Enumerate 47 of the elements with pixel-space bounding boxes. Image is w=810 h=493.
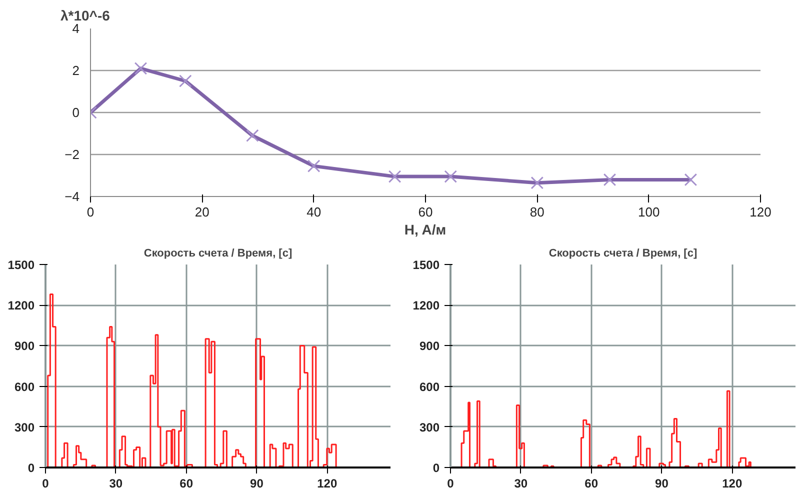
point: [603, 173, 616, 186]
y-tick-label: 900: [14, 339, 35, 354]
x-tick-label: 40: [306, 204, 322, 220]
y-tick-label: 0: [28, 461, 35, 475]
y-tick-label: −4: [64, 189, 80, 204]
y-tick-label: 2: [72, 63, 80, 78]
point: [179, 74, 192, 88]
y-tick-label: 900: [419, 339, 440, 354]
y-axis-title: λ*10^-6: [60, 8, 110, 24]
point: [307, 160, 320, 172]
y-tick-label: 1500: [412, 258, 440, 272]
x-tick-label: 0: [86, 204, 94, 220]
x-tick-label: 0: [447, 476, 454, 490]
x-tick-label: 60: [584, 476, 598, 490]
x-tick-label: 80: [530, 204, 544, 220]
x-tick-label: 60: [180, 476, 194, 490]
x-tick-label: 120: [750, 204, 772, 220]
point: [246, 129, 259, 142]
x-tick-label: 30: [514, 476, 528, 490]
x-axis-title: H, A/м: [404, 222, 446, 238]
y-tick-label: 0: [72, 105, 80, 120]
y-tick-label: 1500: [8, 258, 35, 272]
y-tick-label: 300: [419, 420, 440, 434]
x-tick-label: 120: [317, 476, 338, 490]
point: [134, 62, 148, 75]
x-tick-label: 30: [109, 476, 123, 490]
x-tick-label: 60: [418, 204, 433, 220]
y-tick-label: 0: [432, 461, 440, 475]
y-tick-label: 600: [14, 380, 35, 394]
y-tick-label: 4: [72, 21, 80, 36]
y-tick-label: 1200: [412, 298, 440, 313]
x-tick-label: 90: [250, 476, 264, 490]
point: [530, 176, 544, 190]
chart-title: Скорость счета / Время, [с]: [548, 248, 698, 260]
point: [444, 170, 458, 183]
x-tick-label: 120: [722, 476, 742, 490]
y-tick-label: 300: [14, 420, 35, 434]
x-tick-label: 0: [42, 476, 50, 490]
x-tick-label: 90: [655, 476, 669, 490]
chart-title: Скорость счета / Время, [с]: [144, 248, 292, 260]
x-tick-label: 100: [638, 204, 660, 220]
point: [388, 170, 402, 183]
y-tick-label: −2: [64, 147, 80, 162]
y-tick-label: 1200: [8, 298, 35, 313]
x-tick-label: 20: [194, 204, 210, 220]
point: [684, 173, 698, 186]
y-tick-label: 600: [419, 380, 440, 394]
